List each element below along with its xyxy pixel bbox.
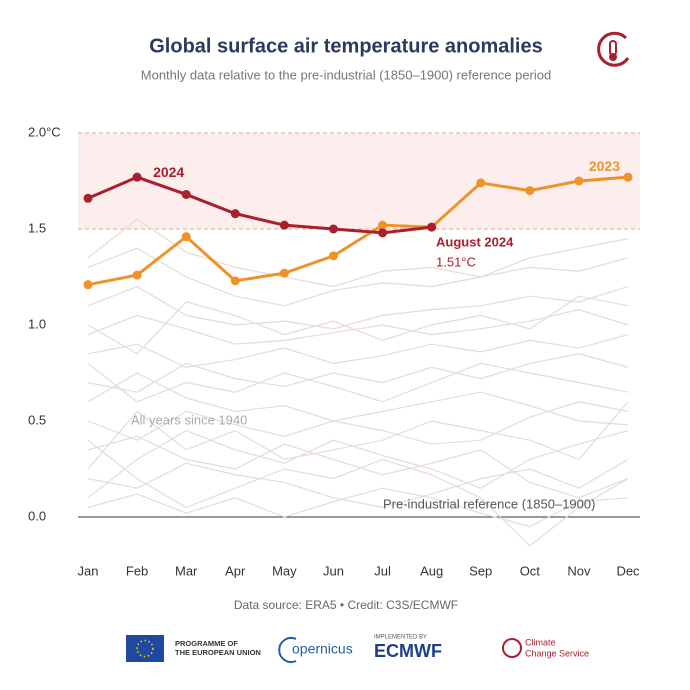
y-tick-label: 0.5 (28, 412, 46, 427)
point (328, 224, 338, 234)
series-line (87, 175, 432, 235)
x-tick-label: Jan (78, 563, 99, 578)
eu-flag (126, 635, 164, 662)
annotation: August 2024 (436, 234, 514, 249)
point (230, 276, 240, 286)
y-tick-label: 0.0 (28, 508, 46, 523)
point (230, 209, 240, 219)
point (132, 172, 142, 182)
history-line (87, 295, 629, 355)
point (574, 176, 584, 186)
point (525, 186, 535, 196)
history-line (87, 401, 629, 445)
c3s-icon (597, 31, 630, 67)
history-line (87, 372, 629, 426)
x-tick-label: Feb (126, 563, 148, 578)
history-line (87, 362, 629, 403)
history-line (87, 247, 629, 307)
history-line (87, 429, 629, 499)
c3s-small-icon (502, 638, 522, 658)
chart-title: Global surface air temperature anomalies (149, 35, 543, 57)
x-tick-label: Aug (420, 563, 443, 578)
point (279, 268, 289, 278)
point (83, 280, 93, 290)
history-line (87, 401, 629, 470)
point (83, 193, 93, 203)
x-tick-label: Sep (469, 563, 492, 578)
annotation: All years since 1940 (131, 412, 247, 427)
c3s-text: Change Service (525, 648, 589, 658)
point (378, 228, 388, 238)
history-line (87, 334, 629, 368)
point (181, 189, 191, 199)
chart-subtitle: Monthly data relative to the pre-industr… (141, 67, 551, 82)
point (378, 220, 388, 230)
point (623, 172, 633, 182)
target-band (78, 133, 640, 229)
point (279, 220, 289, 230)
ecmwf-text: ECMWF (374, 641, 442, 661)
history-line (87, 487, 629, 528)
y-tick-label: 1.0 (28, 316, 46, 331)
source: Data source: ERA5 • Credit: C3S/ECMWF (234, 598, 458, 612)
history-line (87, 285, 629, 330)
x-tick-label: Mar (175, 563, 198, 578)
annotation: Pre-industrial reference (1850–1900) (383, 496, 595, 511)
point (476, 178, 486, 188)
series-label: 2024 (153, 164, 184, 180)
annotation: 1.51°C (436, 254, 476, 269)
c3s-text: Climate (525, 637, 556, 647)
x-tick-label: Nov (567, 563, 591, 578)
y-tick-label: 1.5 (28, 220, 46, 235)
history-line (87, 309, 629, 345)
implemented-text: IMPLEMENTED BY (374, 635, 427, 641)
x-tick-label: Jun (323, 563, 344, 578)
history-line (87, 218, 629, 288)
x-tick-label: Dec (616, 563, 640, 578)
point (427, 222, 437, 232)
series-label: 2023 (589, 158, 620, 174)
history-line (87, 458, 629, 509)
history-line (87, 435, 629, 499)
series-line (87, 175, 629, 287)
eu-text: PROGRAMME OF (175, 639, 238, 648)
eu-stars (136, 639, 154, 658)
history-line (87, 353, 629, 393)
point (181, 232, 191, 242)
y-tick-label: 2.0°C (28, 124, 61, 139)
history-line (87, 439, 629, 547)
x-tick-label: May (272, 563, 297, 578)
point (132, 270, 142, 280)
point (328, 251, 338, 261)
copernicus-text: opernicus (292, 641, 353, 657)
x-tick-label: Jul (374, 563, 391, 578)
copernicus-c (278, 637, 297, 663)
x-tick-label: Apr (225, 563, 246, 578)
eu-text: THE EUROPEAN UNION (175, 648, 261, 657)
x-tick-label: Oct (520, 563, 541, 578)
